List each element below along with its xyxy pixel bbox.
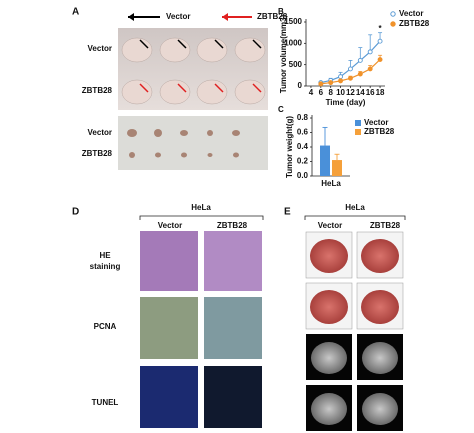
tumors <box>127 129 240 158</box>
x-tick-label: 12 <box>346 88 355 97</box>
bracket <box>304 215 406 220</box>
legend-label: Vector <box>364 118 388 127</box>
row-label: Vector <box>88 44 112 53</box>
legend-swatch <box>355 129 361 135</box>
x-tick-label: 8 <box>328 88 333 97</box>
annotation: * <box>379 24 383 33</box>
column-label: Vector <box>318 221 342 230</box>
row-label: HE <box>99 251 111 260</box>
panel-label: A <box>72 7 79 18</box>
legend-marker <box>390 21 396 27</box>
legend-label: Vector <box>166 12 190 21</box>
point <box>357 71 363 77</box>
y-tick-label: 0 <box>298 81 303 90</box>
column-label: ZBTB28 <box>370 221 401 230</box>
x-tick-label: 18 <box>376 88 385 97</box>
y-axis-title: Tumor weight(g) <box>285 116 294 178</box>
bracket <box>139 215 264 220</box>
y-tick-label: 1500 <box>284 17 302 26</box>
y-tick-label: 1000 <box>284 38 302 47</box>
axis <box>305 19 385 87</box>
point <box>328 80 334 86</box>
vector-arrows <box>139 39 262 49</box>
x-tick-label: 6 <box>319 88 324 97</box>
axis <box>311 115 350 177</box>
y-axis-title: Tumor volume(mm3) <box>279 14 288 93</box>
row-label: PCNA <box>94 322 117 331</box>
legend-label: ZBTB28 <box>257 12 288 21</box>
y-tick-label: 0.0 <box>297 171 309 180</box>
bar <box>320 145 330 176</box>
point <box>367 49 373 55</box>
point <box>347 66 353 72</box>
bar <box>332 160 342 176</box>
point <box>367 66 373 72</box>
panel-label: D <box>72 207 79 218</box>
point <box>377 57 383 62</box>
legend-marker <box>390 11 396 17</box>
arrow-head <box>222 13 228 21</box>
row-label: ZBTB28 <box>82 149 113 158</box>
mice <box>121 37 266 105</box>
panel-label: E <box>284 207 291 218</box>
he-image <box>140 231 198 291</box>
row-label: ZBTB28 <box>82 86 113 95</box>
legend-label: ZBTB28 <box>399 19 430 28</box>
y-tick-label: 0.2 <box>297 157 309 166</box>
arrow-head <box>128 13 134 21</box>
x-axis-title: Time (day) <box>326 98 366 107</box>
pcna-image <box>204 297 262 359</box>
row-label: TUNEL <box>92 398 119 407</box>
column-label: ZBTB28 <box>217 221 248 230</box>
tunel-image <box>140 366 198 428</box>
pcna-image <box>140 297 198 359</box>
point <box>357 57 363 63</box>
y-tick-label: 0.6 <box>297 128 309 137</box>
tumor-photo <box>118 116 268 170</box>
y-tick-label: 500 <box>289 60 303 69</box>
point <box>377 38 383 44</box>
tunel-image <box>204 366 262 428</box>
group-label: HeLa <box>345 203 365 212</box>
point <box>318 81 324 87</box>
he-image <box>204 231 262 291</box>
row-label: Vector <box>88 128 112 137</box>
group-label: HeLa <box>191 203 211 212</box>
lungs <box>310 239 399 324</box>
zbtb28-arrows <box>139 83 262 93</box>
point <box>338 78 344 84</box>
x-tick-label: 4 <box>309 88 314 97</box>
x-tick-label: HeLa <box>321 179 341 188</box>
y-tick-label: 0.4 <box>297 142 309 151</box>
y-tick-label: 0.8 <box>297 113 309 122</box>
x-tick-label: 10 <box>336 88 345 97</box>
point <box>338 74 344 80</box>
x-tick-label: 16 <box>366 88 375 97</box>
legend-label: ZBTB28 <box>364 127 395 136</box>
row-label: staining <box>90 262 121 271</box>
panel-label: B <box>278 7 284 16</box>
x-tick-label: 14 <box>356 88 365 97</box>
legend-swatch <box>355 120 361 126</box>
lungs <box>311 342 398 425</box>
legend-label: Vector <box>399 9 423 18</box>
panel-label: C <box>278 105 284 114</box>
point <box>347 75 353 81</box>
column-label: Vector <box>158 221 182 230</box>
